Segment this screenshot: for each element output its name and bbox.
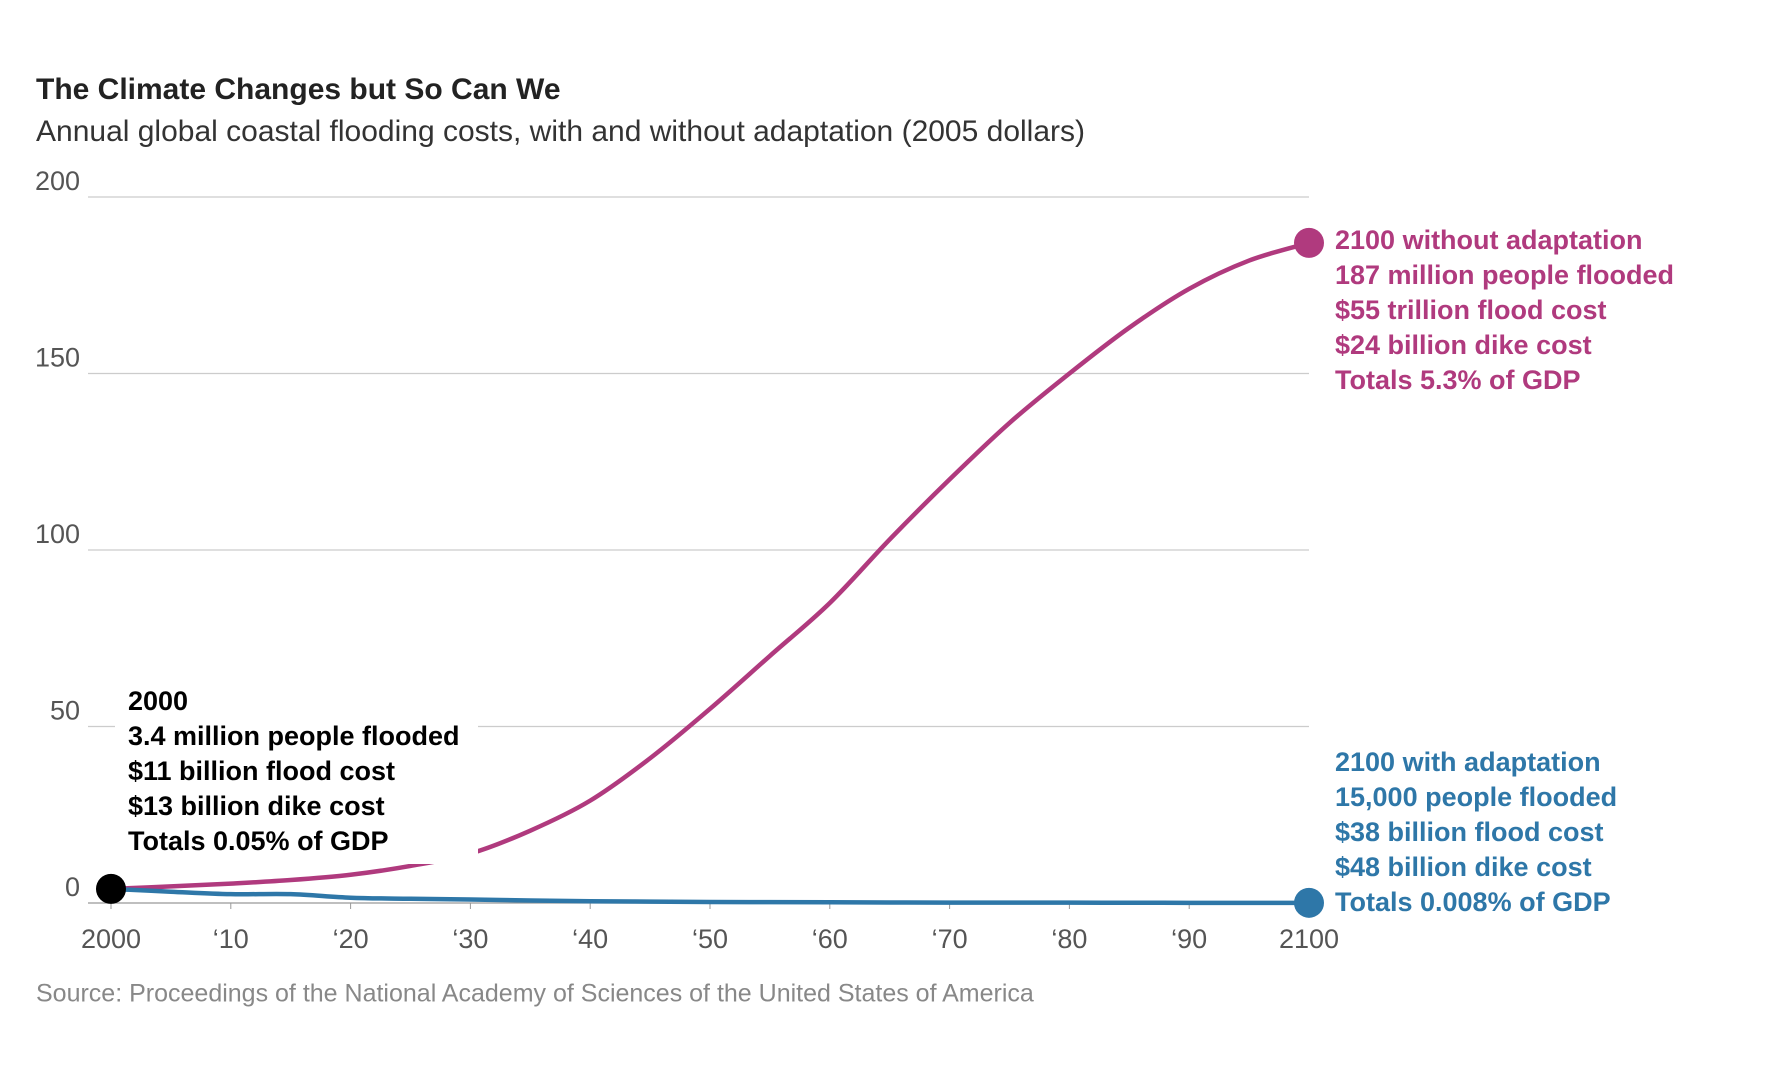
annotation-line: $48 billion dike cost <box>1335 852 1592 882</box>
annotation-line: 2100 without adaptation <box>1335 225 1643 255</box>
x-tick-label: ‘40 <box>572 924 608 954</box>
x-tick-label: ‘30 <box>452 924 488 954</box>
plot <box>96 227 1324 918</box>
y-tick-label: 50 <box>50 696 80 726</box>
annotation-line: $13 billion dike cost <box>128 791 385 821</box>
series-line <box>110 886 1309 906</box>
annotation-line: $55 trillion flood cost <box>1335 295 1607 325</box>
series-line <box>110 240 1310 892</box>
annotation-line: Totals 0.05% of GDP <box>128 826 389 856</box>
y-tick-label: 150 <box>35 343 80 373</box>
grid: 0 50 100 150 200 2000 ‘10 ‘20 ‘30 ‘40 ‘50 ‘60 ‘70 ‘80… <box>35 166 1339 954</box>
annotation-line: $24 billion dike cost <box>1335 330 1592 360</box>
x-tick-label: ‘70 <box>932 924 968 954</box>
x-tick-label: ‘90 <box>1171 924 1207 954</box>
annotation-line: 2100 with adaptation <box>1335 747 1601 777</box>
annotation-line: 187 million people flooded <box>1335 260 1674 290</box>
end-point <box>1294 887 1324 918</box>
annotations: 2000 3.4 million people flooded $11 billio… <box>115 225 1674 917</box>
end-point <box>1294 227 1324 258</box>
annotation-line: 15,000 people flooded <box>1335 782 1617 812</box>
x-tick-label: ‘80 <box>1051 924 1087 954</box>
annotation-line: 2000 <box>128 686 188 716</box>
annotation-box <box>115 668 478 864</box>
annotation-line: $11 billion flood cost <box>128 756 395 786</box>
annotation-line: 3.4 million people flooded <box>128 721 460 751</box>
chart-title: The Climate Changes but So Can We <box>36 73 561 106</box>
x-tick-label: 2000 <box>81 924 141 954</box>
annotation-line: Totals 5.3% of GDP <box>1335 365 1581 395</box>
x-tick-label: 2100 <box>1279 924 1339 954</box>
y-tick-label: 100 <box>35 519 80 549</box>
x-tick-label: ‘60 <box>812 924 848 954</box>
y-tick-label: 0 <box>65 872 80 902</box>
x-tick-label: ‘10 <box>213 924 249 954</box>
x-tick-label: ‘20 <box>333 924 369 954</box>
x-tick-label: ‘50 <box>692 924 728 954</box>
start-point <box>96 873 126 904</box>
annotation-line: Totals 0.008% of GDP <box>1335 887 1611 917</box>
chart-subtitle: Annual global coastal flooding costs, wi… <box>36 115 1085 148</box>
annotation-line: $38 billion flood cost <box>1335 817 1604 847</box>
y-tick-label: 200 <box>35 166 80 196</box>
source: Source: Proceedings of the National Acad… <box>36 980 1034 1008</box>
